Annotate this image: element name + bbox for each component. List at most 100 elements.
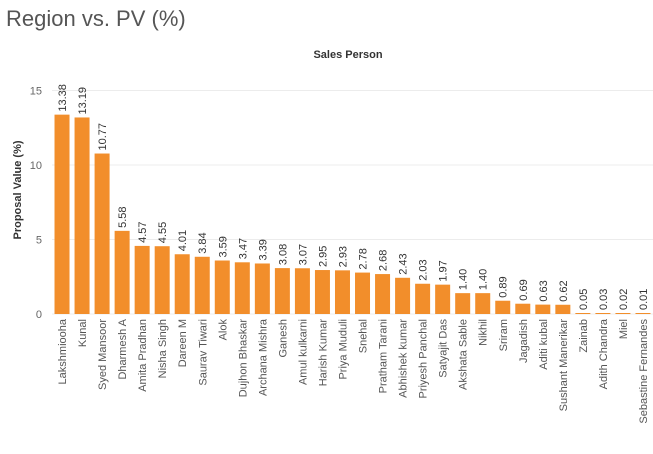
bar bbox=[535, 304, 551, 314]
category-label: Harish Kumar bbox=[317, 319, 329, 387]
category-label: Nisha Singh bbox=[157, 319, 169, 378]
category-label: Satyajit Das bbox=[438, 319, 450, 378]
category-label: Zainab bbox=[578, 319, 590, 353]
category-label: Jagadish bbox=[518, 319, 530, 363]
bar bbox=[214, 260, 230, 314]
bar bbox=[575, 313, 591, 314]
value-label: 10.77 bbox=[97, 123, 109, 151]
category-label: Saurav Tiwari bbox=[197, 319, 209, 386]
value-label: 4.01 bbox=[177, 230, 189, 251]
bar bbox=[355, 272, 371, 314]
bar bbox=[415, 283, 431, 314]
y-axis-ticks: 0 5 10 15 bbox=[30, 86, 42, 322]
bar bbox=[475, 293, 491, 314]
value-label: 0.63 bbox=[538, 280, 550, 301]
value-label: 1.40 bbox=[478, 269, 490, 290]
bar bbox=[234, 262, 250, 314]
bar bbox=[74, 117, 90, 315]
bar bbox=[555, 304, 571, 314]
gridlines bbox=[52, 90, 653, 315]
value-label: 0.03 bbox=[598, 289, 610, 310]
category-label: Amita Pradhan bbox=[137, 319, 149, 392]
category-label: Amul kulkarni bbox=[297, 319, 309, 385]
category-label: Archana Mishra bbox=[257, 318, 269, 396]
bar bbox=[194, 256, 210, 314]
bar bbox=[334, 270, 350, 314]
value-label: 1.97 bbox=[438, 260, 450, 281]
bar bbox=[455, 293, 471, 314]
bar bbox=[635, 313, 651, 314]
category-label: Syed Mansoor bbox=[97, 319, 109, 390]
category-label: Ganesh bbox=[277, 319, 289, 358]
category-label: Dujhon Bhaskar bbox=[237, 319, 249, 398]
bar bbox=[515, 303, 531, 314]
bar bbox=[375, 274, 391, 314]
bar bbox=[174, 254, 190, 314]
bar bbox=[54, 114, 70, 314]
bar bbox=[254, 263, 270, 314]
bar bbox=[435, 284, 451, 314]
bar bbox=[615, 313, 631, 314]
value-label: 2.68 bbox=[378, 250, 390, 271]
value-label: 2.03 bbox=[418, 259, 430, 280]
bar bbox=[395, 277, 411, 314]
category-label: Alok bbox=[217, 319, 229, 341]
bar bbox=[154, 246, 170, 314]
bar bbox=[294, 268, 310, 314]
value-label: 2.43 bbox=[398, 253, 410, 274]
y-tick-label: 10 bbox=[30, 160, 42, 172]
category-label: Nikhil bbox=[478, 319, 490, 346]
value-label: 13.19 bbox=[77, 87, 89, 115]
bar bbox=[274, 268, 290, 314]
value-label: 3.07 bbox=[297, 244, 309, 265]
value-label: 3.08 bbox=[277, 244, 289, 265]
category-labels: Lakshmiooha Kunal Syed Mansoor Dharmesh A Am… bbox=[57, 318, 650, 423]
value-label: 13.38 bbox=[57, 84, 69, 112]
y-tick-label: 0 bbox=[36, 309, 42, 321]
value-label: 0.89 bbox=[498, 276, 510, 297]
value-label: 4.57 bbox=[137, 221, 149, 242]
y-tick-label: 5 bbox=[36, 235, 42, 247]
category-label: Priya Muduli bbox=[337, 319, 349, 380]
bars bbox=[54, 114, 651, 315]
value-label: 2.78 bbox=[358, 248, 370, 269]
value-label: 0.02 bbox=[618, 289, 630, 310]
category-label: Sriram bbox=[498, 319, 510, 351]
category-label: Miel bbox=[618, 319, 630, 339]
category-label: Dareen M bbox=[177, 319, 189, 367]
chart-title: Region vs. PV (%) bbox=[6, 6, 186, 31]
bar bbox=[495, 300, 511, 314]
value-label: 2.93 bbox=[337, 246, 349, 267]
bar bbox=[595, 313, 611, 314]
category-label: Adith Chandra bbox=[598, 318, 610, 389]
category-label: Aditi kubal bbox=[538, 319, 550, 370]
value-label: 5.58 bbox=[117, 206, 129, 227]
y-axis-title: Proposal Value (%) bbox=[12, 140, 24, 239]
category-label: Kunal bbox=[77, 319, 89, 347]
value-label: 1.40 bbox=[458, 269, 470, 290]
category-label: Abhishek kumar bbox=[398, 319, 410, 398]
value-label: 0.05 bbox=[578, 289, 590, 310]
value-label: 4.55 bbox=[157, 222, 169, 243]
bar bbox=[114, 230, 130, 314]
value-labels: 13.38 13.19 10.77 5.58 4.57 4.55 4.01 3.84 3.59 3… bbox=[57, 84, 650, 310]
category-label: Sushant Manerikar bbox=[558, 319, 570, 412]
value-label: 3.47 bbox=[237, 238, 249, 259]
category-label: Snehal bbox=[358, 319, 370, 353]
value-label: 3.39 bbox=[257, 239, 269, 260]
category-label: Akshata Sable bbox=[458, 319, 470, 390]
value-label: 0.69 bbox=[518, 279, 530, 300]
value-label: 2.95 bbox=[317, 246, 329, 267]
category-label: Lakshmiooha bbox=[57, 318, 69, 384]
category-label: Priyesh Panchal bbox=[418, 319, 430, 399]
y-tick-label: 15 bbox=[30, 86, 42, 98]
x-axis-title: Sales Person bbox=[313, 49, 382, 61]
value-label: 3.84 bbox=[197, 232, 209, 253]
bar bbox=[314, 270, 330, 314]
value-label: 0.62 bbox=[558, 280, 570, 301]
category-label: Sebastine Fernandes bbox=[638, 319, 650, 424]
bar bbox=[134, 245, 150, 314]
bar bbox=[94, 153, 110, 314]
value-label: 0.01 bbox=[638, 289, 650, 310]
